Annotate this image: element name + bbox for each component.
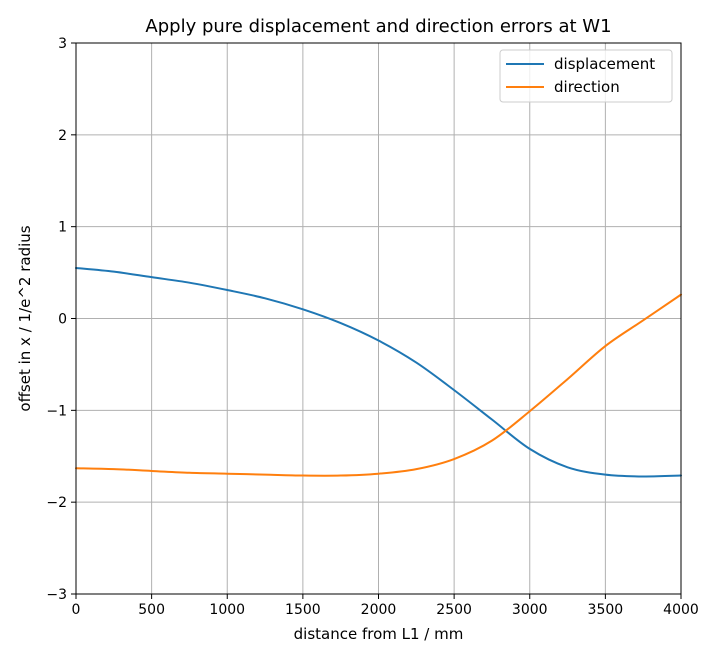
x-tick-label: 0 — [72, 602, 81, 618]
x-tick-label: 1000 — [209, 602, 245, 618]
x-tick-label: 4000 — [663, 602, 699, 618]
x-tick-label: 1500 — [285, 602, 321, 618]
grid-layer — [75, 42, 682, 595]
y-tick-label: −3 — [46, 587, 67, 603]
chart-title: Apply pure displacement and direction er… — [145, 16, 611, 37]
tick-layer: 0 500 1000 1500 2000 2500 3000 3500 4000 −3 −2 −1 0 1… — [46, 36, 698, 618]
y-tick-label: −2 — [46, 495, 67, 511]
y-tick-label: 1 — [58, 220, 67, 236]
x-tick-label: 3000 — [512, 602, 548, 618]
y-axis-label: offset in x / 1/e^2 radius — [16, 225, 34, 411]
x-tick-label: 3500 — [588, 602, 624, 618]
x-tick-label: 2500 — [436, 602, 472, 618]
series-line-displacement — [75, 266, 682, 478]
x-tick-label: 2000 — [361, 602, 397, 618]
legend-label-direction: direction — [554, 78, 620, 96]
legend: displacement direction — [499, 49, 673, 103]
legend-label-displacement: displacement — [554, 55, 655, 73]
x-tick-label: 500 — [138, 602, 165, 618]
x-axis-label: distance from L1 / mm — [294, 625, 464, 643]
series-line-direction — [75, 293, 682, 477]
series-layer — [75, 266, 682, 478]
y-tick-label: −1 — [46, 403, 67, 419]
y-tick-label: 0 — [58, 312, 67, 328]
y-tick-label: 2 — [58, 128, 67, 144]
y-tick-label: 3 — [58, 36, 67, 52]
